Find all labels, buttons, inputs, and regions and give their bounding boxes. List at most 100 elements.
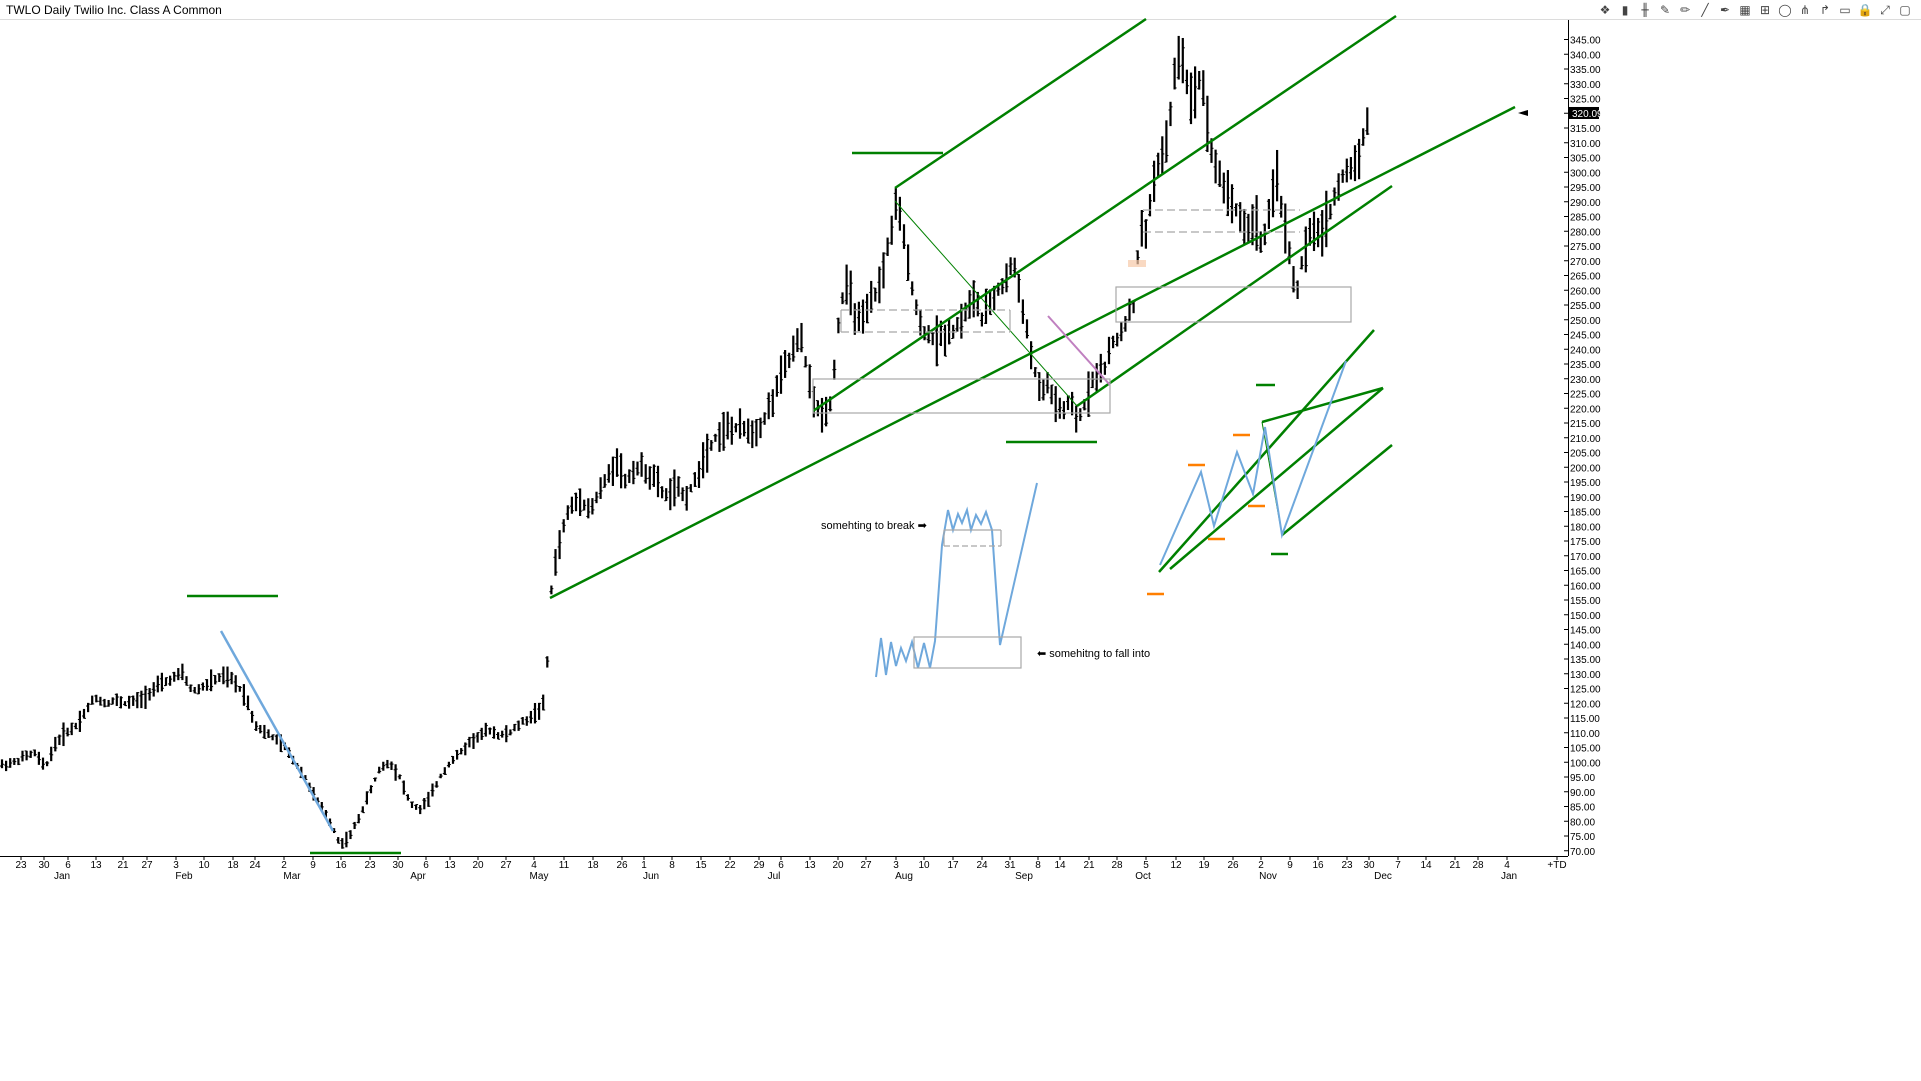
date-tick-label: 28 xyxy=(1472,860,1484,871)
highlight-mark xyxy=(1128,260,1146,267)
price-tick-label: 215.00 xyxy=(1570,419,1601,430)
grid-icon[interactable]: ▦ xyxy=(1739,3,1751,17)
date-tick-label: 27 xyxy=(500,860,512,871)
price-tick-label: 75.00 xyxy=(1570,832,1595,843)
price-tick-label: 135.00 xyxy=(1570,655,1601,666)
date-tick-label: 2 xyxy=(1258,860,1264,871)
date-tick-label: 23 xyxy=(1341,860,1353,871)
price-tick-label: 260.00 xyxy=(1570,286,1601,297)
last-price-label: 320.09 xyxy=(1572,109,1603,120)
ruler-icon[interactable]: ▭ xyxy=(1839,3,1851,17)
pitchfork-handle-line xyxy=(894,200,1078,407)
price-tick-label: 280.00 xyxy=(1570,227,1601,238)
price-tick-label: 345.00 xyxy=(1570,36,1601,47)
date-tick-label: 21 xyxy=(1449,860,1461,871)
price-tick-label: 210.00 xyxy=(1570,434,1601,445)
price-tick-label: 170.00 xyxy=(1570,552,1601,563)
month-label: Sep xyxy=(1015,871,1033,882)
date-tick-label: 27 xyxy=(860,860,872,871)
bars-icon[interactable]: ╫ xyxy=(1641,3,1649,17)
date-tick-label: 7 xyxy=(1395,860,1401,871)
price-tick-label: 200.00 xyxy=(1570,463,1601,474)
date-tick-label: 21 xyxy=(117,860,129,871)
date-tick-label: 8 xyxy=(669,860,675,871)
date-tick-label: 13 xyxy=(444,860,456,871)
date-tick-label: 4 xyxy=(531,860,537,871)
channel-upper-line xyxy=(894,17,1147,190)
channel-inner-line xyxy=(1076,184,1393,408)
date-tick-label: 6 xyxy=(65,860,71,871)
date-tick-label: 11 xyxy=(559,860,570,871)
date-tick-label: 4 xyxy=(1504,860,1510,871)
price-tick-label: 190.00 xyxy=(1570,493,1601,504)
edit-icon[interactable]: ✎ xyxy=(1659,3,1671,17)
line-icon[interactable]: ╱ xyxy=(1701,3,1709,17)
price-bars xyxy=(0,35,1370,849)
date-tick-label: 28 xyxy=(1111,860,1123,871)
price-tick-label: 115.00 xyxy=(1570,714,1600,725)
candle-icon[interactable]: ▮ xyxy=(1621,3,1629,17)
date-tick-label: 27 xyxy=(141,860,153,871)
price-tick-label: 310.00 xyxy=(1570,139,1601,150)
price-tick-label: 240.00 xyxy=(1570,345,1601,356)
arrow-icon[interactable]: ↱ xyxy=(1819,3,1831,17)
price-tick-label: 270.00 xyxy=(1570,257,1601,268)
price-tick-label: 325.00 xyxy=(1570,95,1601,106)
month-label: Nov xyxy=(1259,871,1277,882)
circle-icon[interactable]: ◯ xyxy=(1778,3,1792,17)
date-tick-label: 31 xyxy=(1004,860,1016,871)
expand-icon[interactable]: ⤢ xyxy=(1880,3,1890,17)
price-tick-label: 305.00 xyxy=(1570,154,1601,165)
date-tick-label: 13 xyxy=(804,860,816,871)
price-tick-label: 175.00 xyxy=(1570,537,1601,548)
price-tick-label: 290.00 xyxy=(1570,198,1601,209)
price-tick-label: 150.00 xyxy=(1570,611,1601,622)
month-label: Apr xyxy=(410,871,426,882)
price-tick-label: 160.00 xyxy=(1570,581,1601,592)
drawings xyxy=(187,14,1516,855)
date-tick-label: 17 xyxy=(947,860,959,871)
date-tick-label: 9 xyxy=(310,860,316,871)
price-tick-label: 230.00 xyxy=(1570,375,1601,386)
pen-icon[interactable]: ✒ xyxy=(1719,3,1731,17)
window-icon[interactable]: ▢ xyxy=(1899,3,1911,17)
date-tick-label: 30 xyxy=(392,860,404,871)
price-tick-label: 275.00 xyxy=(1570,242,1601,253)
fork-icon[interactable]: ⋔ xyxy=(1799,3,1811,17)
date-tick-label: 16 xyxy=(1312,860,1324,871)
price-tick-label: 295.00 xyxy=(1570,183,1601,194)
date-tick-label: 10 xyxy=(918,860,930,871)
price-tick-label: 220.00 xyxy=(1570,404,1601,415)
price-tick-label: 340.00 xyxy=(1570,50,1601,61)
layers-icon[interactable]: ❖ xyxy=(1599,3,1611,17)
last-price-badge xyxy=(1569,106,1599,119)
price-tick-label: 185.00 xyxy=(1570,508,1601,519)
date-tick-label: +TD xyxy=(1547,860,1566,871)
price-tick-label: 90.00 xyxy=(1570,788,1595,799)
price-tick-label: 265.00 xyxy=(1570,272,1601,283)
measure-icon[interactable]: ⊞ xyxy=(1759,3,1771,17)
date-tick-label: 24 xyxy=(249,860,261,871)
month-label: Feb xyxy=(175,871,193,882)
lock-icon[interactable]: 🔒 xyxy=(1857,3,1873,17)
date-axis: 23 30 6 13 21 27 3 10 18 24 2 9 16 23 30 6 13 20 27 4 11 18 26… xyxy=(0,856,1921,882)
date-tick-label: 1 xyxy=(641,860,647,871)
scenario-sketch-line xyxy=(1159,360,1347,566)
price-tick-label: 155.00 xyxy=(1570,596,1601,607)
pink-trendline xyxy=(1047,315,1111,386)
date-tick-label: 21 xyxy=(1083,860,1095,871)
price-tick-label: 80.00 xyxy=(1570,817,1595,828)
price-tick-label: 180.00 xyxy=(1570,522,1601,533)
price-axis: 65.0070.0075.0080.0085.0090.0095.00100.0… xyxy=(1518,20,1603,873)
date-tick-label: 20 xyxy=(832,860,844,871)
zone-box xyxy=(1115,286,1352,323)
price-tick-label: 95.00 xyxy=(1570,773,1595,784)
scenario-sketch-line xyxy=(875,482,1038,678)
price-tick-label: 225.00 xyxy=(1570,390,1601,401)
zone-box xyxy=(812,378,1111,414)
last-price-arrow-icon xyxy=(1518,109,1528,116)
pencil-icon[interactable]: ✏ xyxy=(1679,3,1691,17)
date-tick-label: 18 xyxy=(227,860,239,871)
date-tick-label: 18 xyxy=(587,860,599,871)
